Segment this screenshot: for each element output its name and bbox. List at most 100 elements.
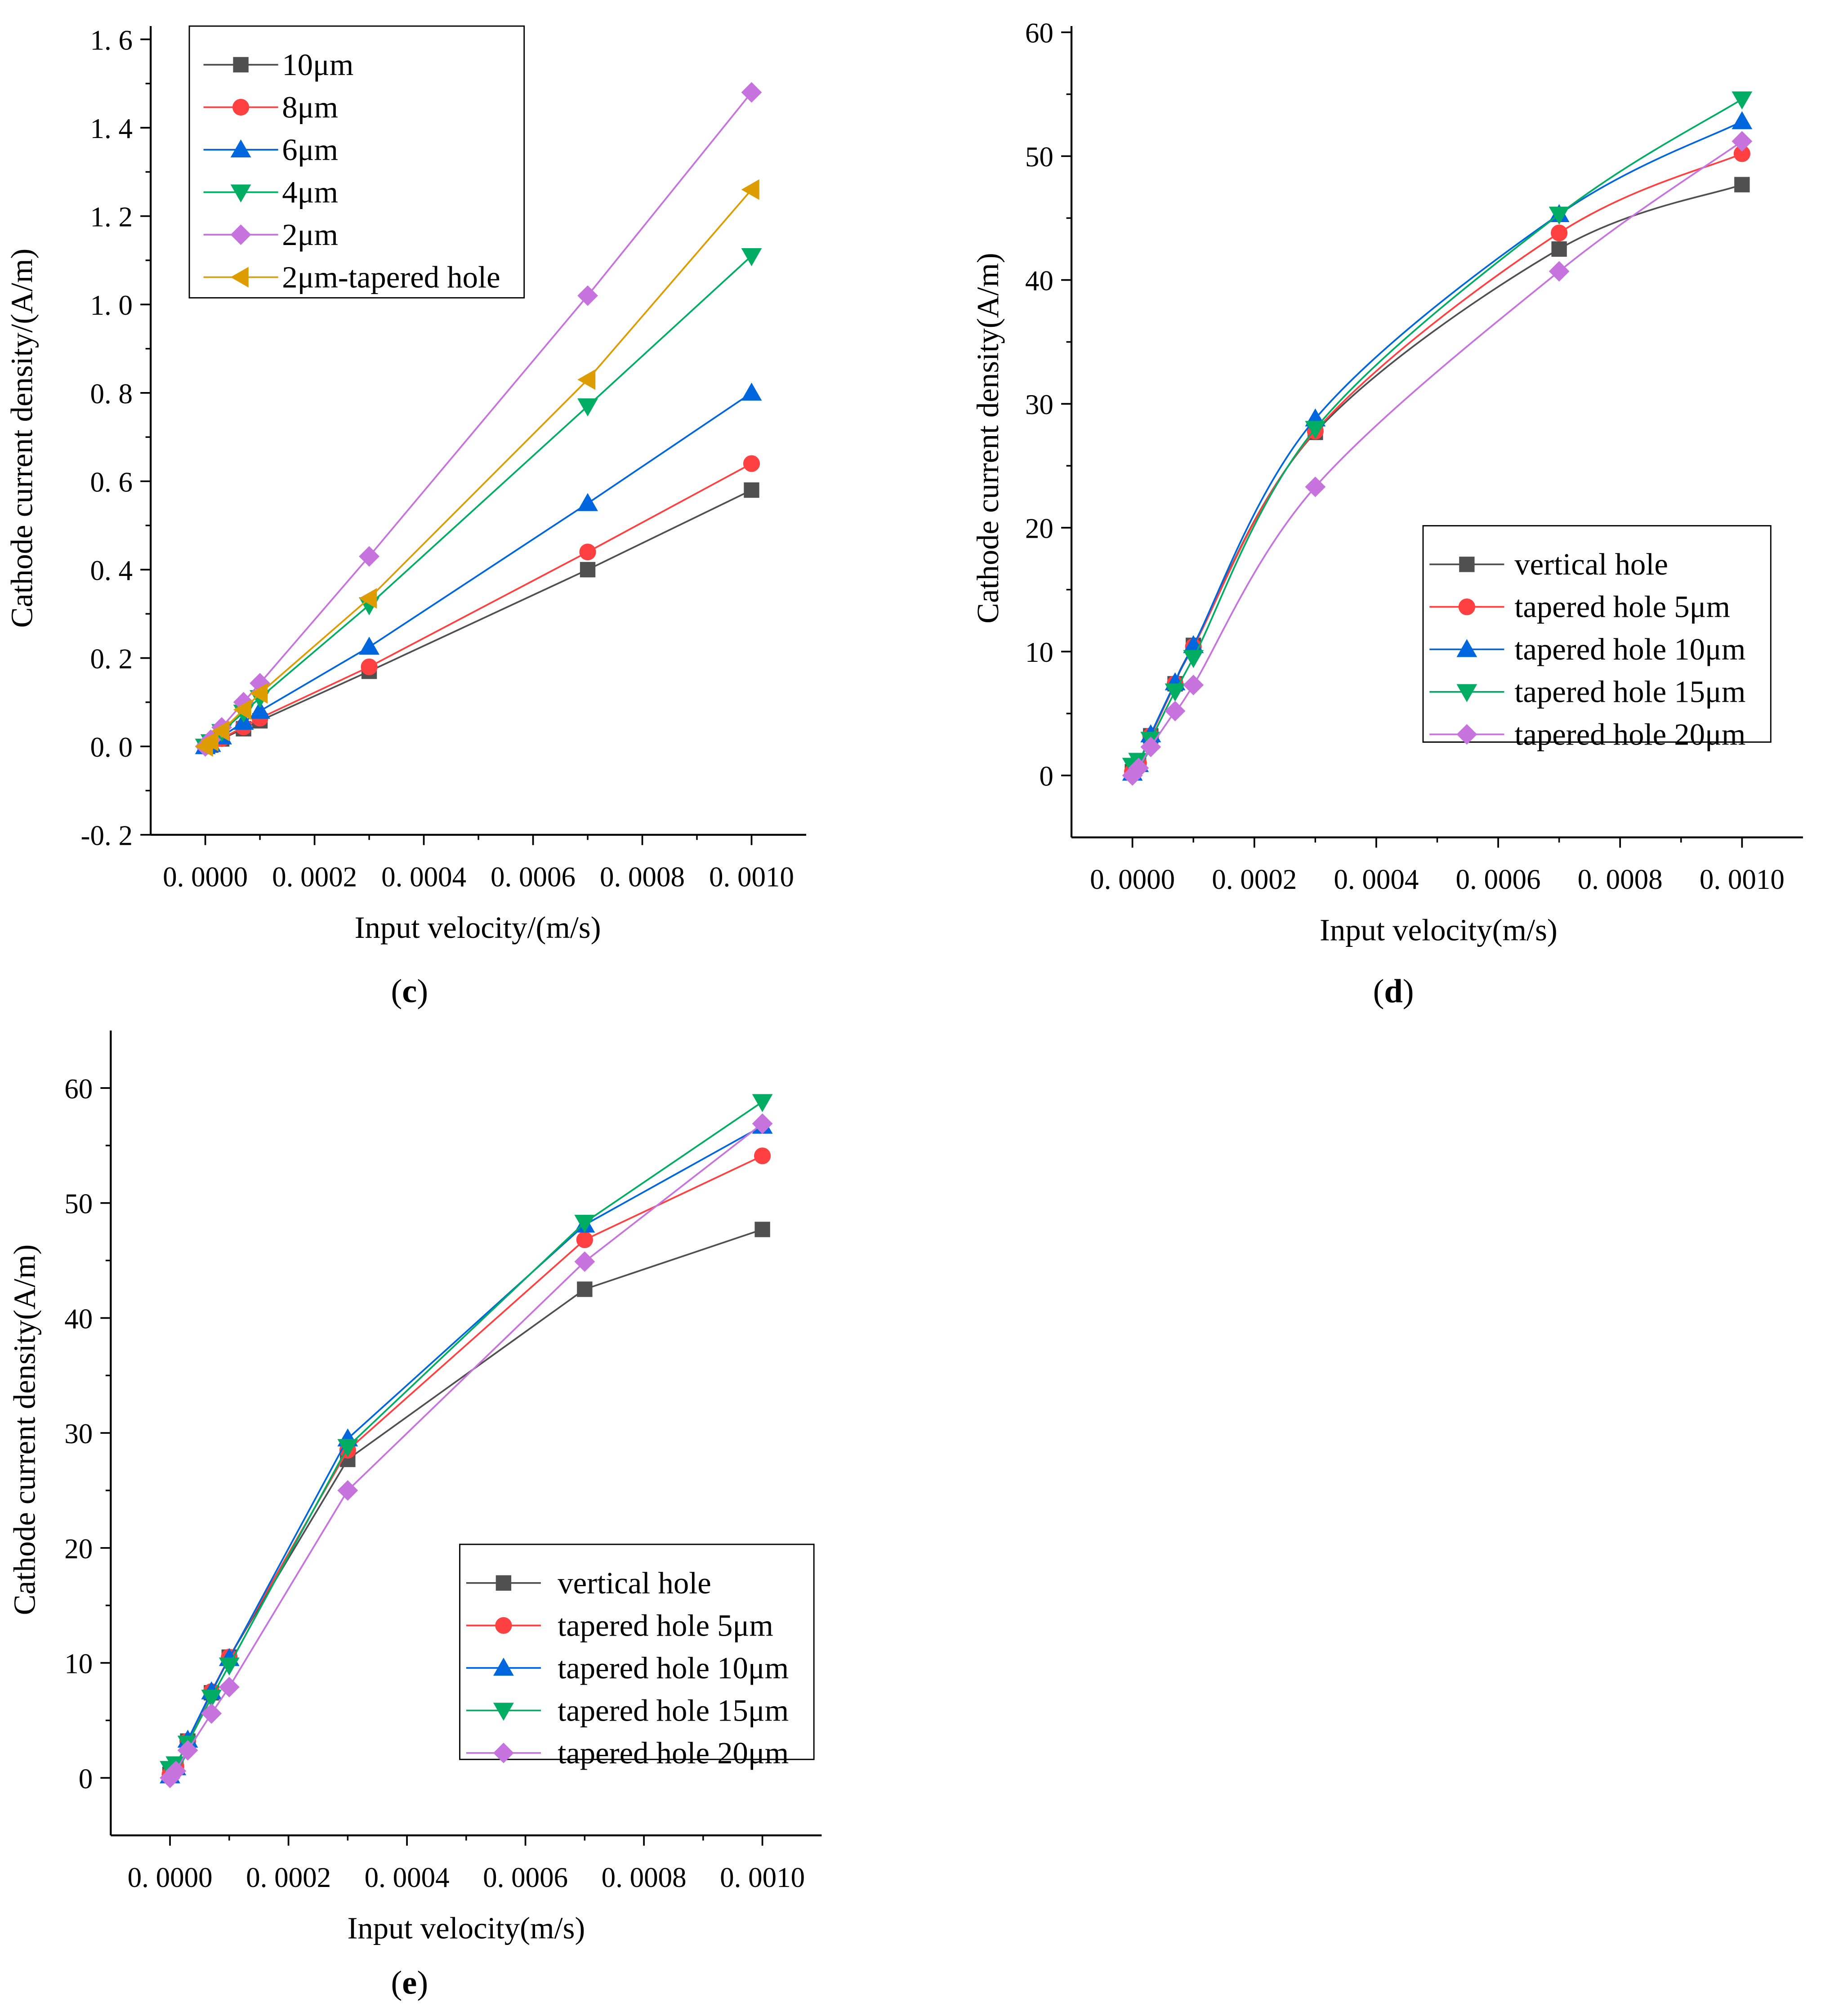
y-tick-label: 10 [1025, 637, 1053, 668]
y-axis-label: Cathode current density(A/m) [971, 253, 1005, 624]
x-tick-label: 0. 0004 [1334, 864, 1419, 895]
circle-marker [1733, 145, 1750, 162]
triangle-left-marker [211, 720, 230, 741]
x-axis-label: Input velocity/(m/s) [355, 910, 601, 945]
series-line [205, 392, 752, 747]
y-tick-label: 1. 6 [90, 24, 133, 56]
y-tick-label: 0. 2 [90, 643, 133, 675]
legend-label: tapered hole 20μm [1514, 717, 1745, 751]
panel-caption: (d) [1373, 973, 1414, 1010]
diamond-marker [177, 1740, 198, 1761]
square-marker [754, 1222, 770, 1237]
triangle-down-marker [574, 1215, 595, 1233]
series-line [205, 489, 752, 747]
caption-paren: ( [1373, 973, 1384, 1010]
legend-item: 6μm [203, 133, 338, 167]
triangle-left-marker [233, 699, 251, 720]
y-tick-label: 10 [64, 1648, 93, 1680]
legend-item: 8μm [203, 90, 338, 124]
y-tick-label: 20 [64, 1533, 93, 1565]
triangle-left-marker [230, 267, 249, 288]
y-tick-label: 60 [64, 1073, 93, 1105]
legend-label: tapered hole 10μm [1514, 632, 1745, 666]
square-marker [1734, 177, 1750, 192]
diamond-marker [1549, 261, 1570, 282]
y-tick-label: 0. 8 [90, 378, 133, 410]
diamond-marker [1305, 476, 1326, 497]
chart-e: 0. 0000 0. 0002 0. 0004 0. 0006 0. 0008 0. 00… [7, 1030, 822, 2002]
caption-paren: ( [391, 1965, 402, 2002]
diamond-marker [1732, 131, 1753, 152]
y-tick-label: 0. 4 [90, 555, 133, 586]
legend-label: tapered hole 15μm [1514, 675, 1745, 709]
triangle-up-marker [250, 700, 271, 719]
legend-item: vertical hole [1429, 547, 1668, 581]
legend-item: 10μm [203, 48, 353, 82]
triangle-left-marker [577, 369, 596, 390]
legend: vertical hole tapered hole 5μm tapered hol… [459, 1543, 815, 1770]
legend-label: vertical hole [558, 1566, 711, 1600]
legend-item: tapered hole 20μm [1429, 717, 1745, 751]
circle-marker [1550, 224, 1568, 241]
triangle-down-marker [1732, 91, 1753, 110]
caption-paren: ) [1403, 973, 1414, 1010]
diamond-marker [741, 82, 762, 103]
triangle-down-marker [1456, 684, 1477, 702]
y-tick-label: 20 [1025, 513, 1053, 544]
caption-paren: ) [417, 973, 428, 1010]
square-marker [1459, 557, 1475, 572]
diamond-marker [1183, 674, 1204, 696]
diamond-marker [1456, 724, 1477, 745]
circle-marker [361, 658, 378, 675]
series-0 [197, 482, 759, 754]
x-tick-label: 0. 0006 [483, 1862, 568, 1893]
legend-label: 4μm [282, 175, 338, 209]
x-tick-label: 0. 0008 [1578, 864, 1663, 895]
y-tick-label: -0. 2 [81, 820, 133, 852]
legend-item: tapered hole 15μm [1429, 675, 1745, 709]
y-tick-label: 30 [1025, 389, 1053, 420]
y-tick-label: 40 [64, 1303, 93, 1334]
x-tick-label: 0. 0004 [381, 861, 466, 892]
x-tick-label: 0. 0004 [365, 1862, 450, 1893]
legend-box [1422, 525, 1772, 743]
triangle-up-marker [1732, 111, 1753, 129]
triangle-up-marker [577, 493, 598, 511]
triangle-up-marker [741, 382, 762, 401]
diamond-marker [1165, 700, 1186, 722]
legend-box [459, 1543, 815, 1760]
triangle-down-marker [493, 1703, 514, 1721]
triangle-up-marker [493, 1657, 514, 1676]
legend-item: tapered hole 10μm [466, 1651, 789, 1685]
square-marker [580, 562, 596, 578]
legend-item: tapered hole 5μm [1429, 590, 1730, 624]
y-tick-label: 1. 0 [90, 290, 133, 321]
triangle-down-marker [577, 398, 598, 417]
triangle-down-marker [741, 248, 762, 267]
x-tick-label: 0. 0000 [128, 1862, 213, 1893]
chart-c: 0. 0000 0. 0002 0. 0004 0. 0006 0. 0008 0. 00… [5, 24, 806, 1010]
legend-item: 2μm-tapered hole [203, 260, 500, 294]
square-marker [577, 1281, 593, 1297]
legend-label: 6μm [282, 133, 338, 167]
legend-label: tapered hole 20μm [558, 1736, 789, 1770]
x-axis-label: Input velocity(m/s) [347, 1911, 585, 1945]
x-tick-label: 0. 0006 [1456, 864, 1541, 895]
x-tick-label: 0. 0000 [163, 861, 248, 892]
caption-paren: ( [391, 973, 402, 1010]
triangle-left-marker [359, 588, 377, 609]
legend: vertical hole tapered hole 5μm tapered hol… [1422, 525, 1772, 751]
chart-d: 0. 0000 0. 0002 0. 0004 0. 0006 0. 0008 0. 00… [971, 18, 1803, 1010]
legend-label: tapered hole 15μm [558, 1693, 789, 1727]
triangle-down-marker [201, 1690, 222, 1708]
circle-marker [1458, 598, 1475, 616]
triangle-left-marker [741, 179, 759, 200]
triangle-up-marker [230, 139, 251, 158]
triangle-down-marker [230, 184, 251, 203]
series-1 [196, 455, 760, 755]
x-tick-label: 0. 0002 [1212, 864, 1297, 895]
triangle-down-marker [752, 1094, 773, 1112]
legend-item: tapered hole 20μm [466, 1736, 789, 1770]
y-axis-label: Cathode current density/(A/m) [5, 249, 39, 628]
square-marker [495, 1575, 512, 1591]
